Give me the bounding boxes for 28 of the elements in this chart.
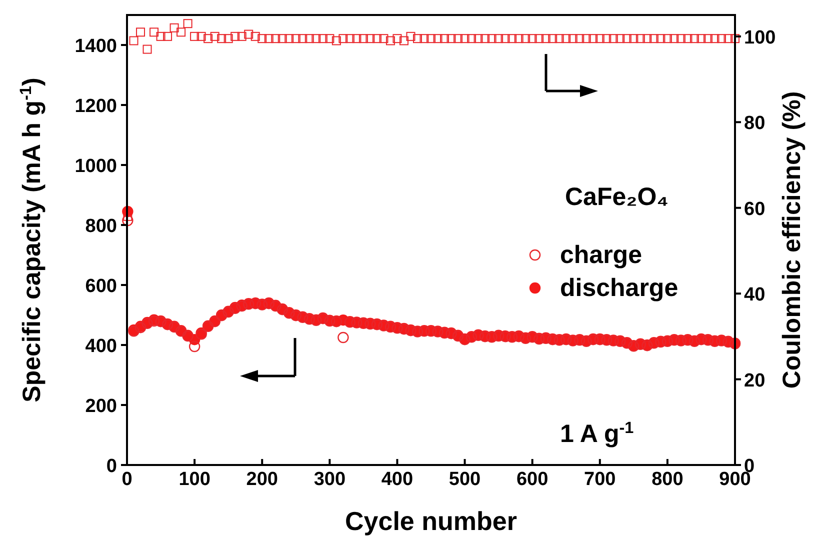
legend-label: discharge [560, 274, 678, 302]
y2-tick-label: 20 [744, 370, 766, 392]
annotation: CaFe₂O₄ [565, 183, 669, 211]
y2-tick-label: 40 [744, 284, 766, 306]
y-tick-label: 1400 [74, 36, 117, 57]
y-tick-label: 800 [85, 216, 117, 237]
x-tick-label: 100 [178, 469, 210, 490]
y-tick-label: 400 [85, 336, 117, 357]
x-tick-label: 400 [381, 469, 414, 490]
y-tick-label: 200 [85, 396, 117, 417]
x-tick-label: 500 [448, 469, 481, 490]
y-tick-label: 0 [106, 456, 117, 477]
x-tick-label: 700 [584, 469, 616, 490]
x-tick-label: 800 [652, 469, 684, 490]
x-tick-label: 600 [516, 469, 548, 490]
y-tick-label: 1000 [74, 156, 117, 177]
annotation: 1 A g$^{-1}$ [560, 419, 634, 448]
legend-label: charge [560, 241, 642, 269]
x-tick-label: 200 [246, 469, 278, 490]
y-tick-label: 600 [85, 276, 117, 297]
y2-tick-label: 80 [744, 113, 766, 134]
x-tick-label: 300 [314, 469, 346, 490]
x-axis-title: Cycle number [345, 506, 517, 536]
y2-tick-label: 60 [744, 198, 766, 220]
y2-tick-label: 100 [744, 27, 776, 48]
y2-axis-title: Coulombic efficiency (%) [778, 91, 806, 389]
y-tick-label: 1200 [74, 96, 117, 117]
x-tick-label: 0 [122, 469, 132, 490]
